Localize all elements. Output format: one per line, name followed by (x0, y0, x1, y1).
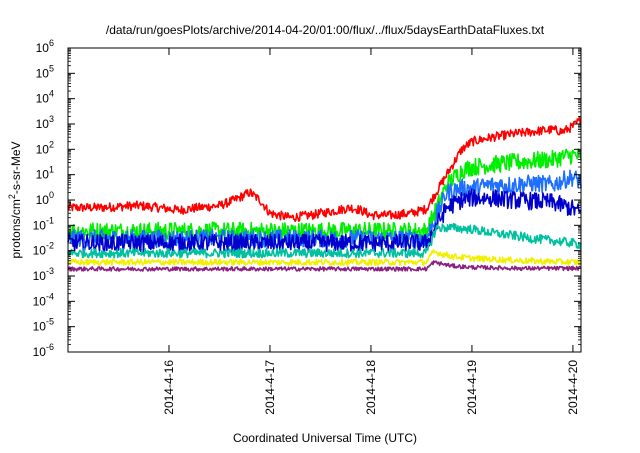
flux-series-line-5 (67, 222, 582, 259)
y-tick-label: 10-2 (33, 241, 54, 258)
y-tick-label: 100 (36, 190, 54, 207)
y-tick-label: 104 (36, 89, 54, 106)
y-axis-label: protons/cm2-s-sr-MeV (7, 141, 23, 258)
y-tick-label: 10-4 (33, 291, 54, 308)
x-tick-label: 2014-4-16 (162, 360, 176, 415)
y-tick-label: 10-1 (33, 215, 54, 232)
x-axis-label: Coordinated Universal Time (UTC) (233, 431, 417, 445)
flux-series-line-4 (67, 188, 582, 253)
chart-title: /data/run/goesPlots/archive/2014-04-20/0… (106, 23, 545, 37)
x-tick-label: 2014-4-20 (566, 360, 580, 415)
flux-series-line-2 (67, 148, 582, 241)
y-tick-label: 105 (36, 63, 54, 80)
flux-series-line-1 (67, 116, 582, 222)
y-axis: 10-6 10-5 10-4 10-3 10-2 10-1 100 101 102 103 104 1… (33, 38, 581, 359)
x-tick-label: 2014-4-18 (364, 360, 378, 415)
y-tick-label: 102 (36, 139, 54, 156)
x-axis: 2014-4-16 2014-4-17 2014-4-18 2014-4-19 2014… (162, 48, 580, 415)
y-tick-label: 10-3 (33, 266, 54, 283)
flux-series-line-6 (67, 249, 582, 267)
y-tick-label: 103 (36, 114, 54, 131)
plot-lines (67, 116, 582, 272)
y-tick-label: 10-6 (33, 342, 54, 359)
x-tick-label: 2014-4-19 (465, 360, 479, 415)
y-tick-label: 101 (36, 165, 54, 182)
flux-series-line-7 (67, 260, 582, 272)
x-tick-label: 2014-4-17 (263, 360, 277, 415)
y-tick-label: 10-5 (33, 317, 54, 334)
y-tick-label: 106 (36, 38, 54, 55)
